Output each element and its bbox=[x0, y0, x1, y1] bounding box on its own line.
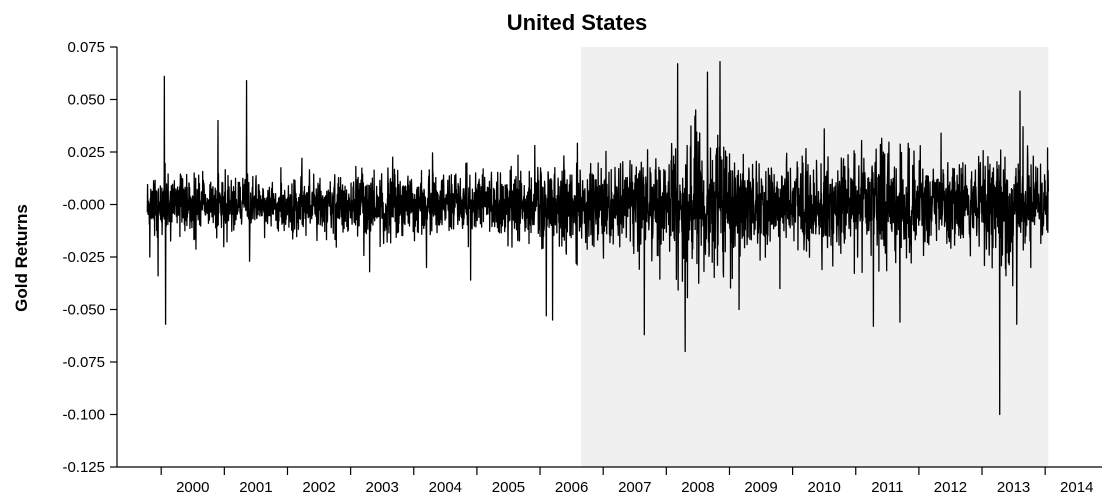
x-tick-label: 2000 bbox=[176, 479, 209, 496]
y-axis-label: Gold Returns bbox=[12, 204, 31, 312]
chart-title: United States bbox=[507, 10, 648, 35]
y-ticks: 0.075 0.050 0.025 -0.000 -0.025 -0.050 -0.075 -… bbox=[62, 39, 117, 476]
x-tick-label: 2007 bbox=[618, 479, 651, 496]
y-tick-label: -0.050 bbox=[62, 302, 105, 319]
x-tick-label: 2004 bbox=[429, 479, 462, 496]
x-tick-label: 2003 bbox=[366, 479, 399, 496]
x-tick-label: 2008 bbox=[681, 479, 714, 496]
y-tick-label: 0.025 bbox=[67, 144, 105, 161]
x-tick-label: 2006 bbox=[555, 479, 588, 496]
y-tick-label: -0.075 bbox=[62, 354, 105, 371]
y-tick-label: 0.050 bbox=[67, 92, 105, 109]
y-tick-label: -0.000 bbox=[62, 197, 105, 214]
shaded-region bbox=[581, 47, 1049, 467]
y-tick-label: -0.125 bbox=[62, 459, 105, 476]
x-tick-label: 2010 bbox=[807, 479, 840, 496]
y-tick-label: -0.025 bbox=[62, 249, 105, 266]
x-tick-label: 2005 bbox=[492, 479, 525, 496]
x-tick-label: 2013 bbox=[997, 479, 1030, 496]
series-line-gold-returns bbox=[146, 61, 1049, 416]
x-tick-label: 2009 bbox=[744, 479, 777, 496]
y-tick-label: -0.100 bbox=[62, 407, 105, 424]
x-tick-label: 2012 bbox=[934, 479, 967, 496]
x-tick-label: 2001 bbox=[239, 479, 272, 496]
x-ticks: 2000 2001 2002 2003 2004 2005 2006 2007 2008 2009… bbox=[160, 467, 1093, 496]
y-tick-label: 0.075 bbox=[67, 39, 105, 56]
x-tick-label: 2014 bbox=[1060, 479, 1093, 496]
x-tick-label: 2011 bbox=[871, 479, 903, 496]
x-tick-label: 2002 bbox=[302, 479, 335, 496]
series-gold-returns bbox=[146, 61, 1049, 416]
